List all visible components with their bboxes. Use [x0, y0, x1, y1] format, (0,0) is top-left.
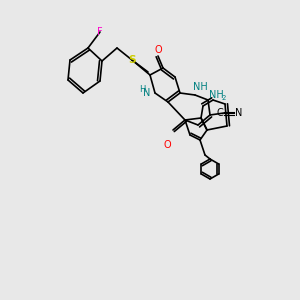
Text: F: F — [97, 27, 103, 37]
Text: NH: NH — [208, 90, 224, 100]
Text: NH: NH — [193, 82, 207, 92]
Text: O: O — [154, 45, 162, 55]
Text: N: N — [143, 88, 151, 98]
Text: C: C — [217, 108, 224, 118]
Text: 2: 2 — [222, 95, 226, 101]
Text: S: S — [128, 55, 136, 65]
Text: H: H — [139, 85, 145, 94]
Text: O: O — [163, 140, 171, 150]
Text: N: N — [235, 108, 243, 118]
